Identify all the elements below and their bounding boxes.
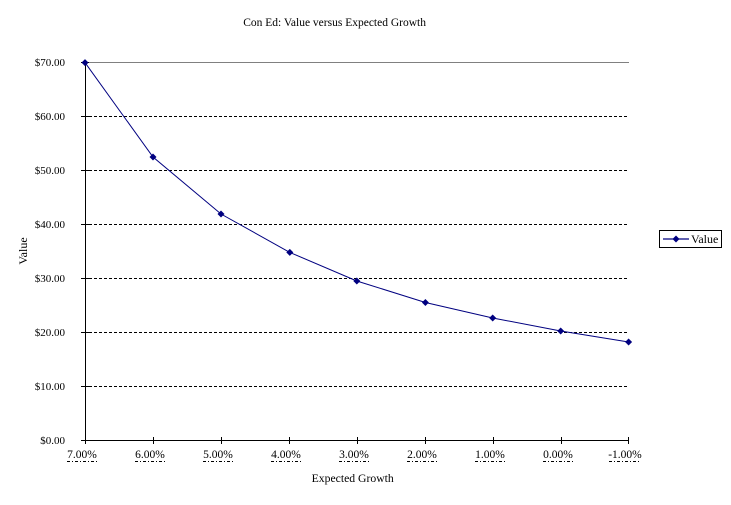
svg-text:7.00%: 7.00% (67, 449, 97, 461)
svg-text:-1.00%: -1.00% (608, 449, 642, 461)
svg-text:Value: Value (16, 237, 30, 264)
svg-text:$60.00: $60.00 (35, 111, 66, 123)
svg-text:$70.00: $70.00 (35, 57, 66, 69)
svg-text:3.00%: 3.00% (339, 449, 369, 461)
svg-text:$30.00: $30.00 (35, 273, 66, 285)
svg-text:5.00%: 5.00% (203, 449, 233, 461)
svg-text:$50.00: $50.00 (35, 165, 66, 177)
svg-text:4.00%: 4.00% (271, 449, 301, 461)
svg-text:Value: Value (691, 232, 718, 246)
svg-text:6.00%: 6.00% (135, 449, 165, 461)
svg-text:0.00%: 0.00% (543, 449, 573, 461)
svg-text:1.00%: 1.00% (475, 449, 505, 461)
svg-text:Expected Growth: Expected Growth (312, 472, 394, 485)
svg-text:Con Ed: Value versus Expected: Con Ed: Value versus Expected Growth (243, 17, 426, 29)
svg-text:$20.00: $20.00 (35, 327, 66, 339)
svg-text:$40.00: $40.00 (35, 219, 66, 231)
svg-text:2.00%: 2.00% (407, 449, 437, 461)
svg-text:$10.00: $10.00 (35, 381, 66, 393)
svg-text:$0.00: $0.00 (40, 435, 65, 447)
